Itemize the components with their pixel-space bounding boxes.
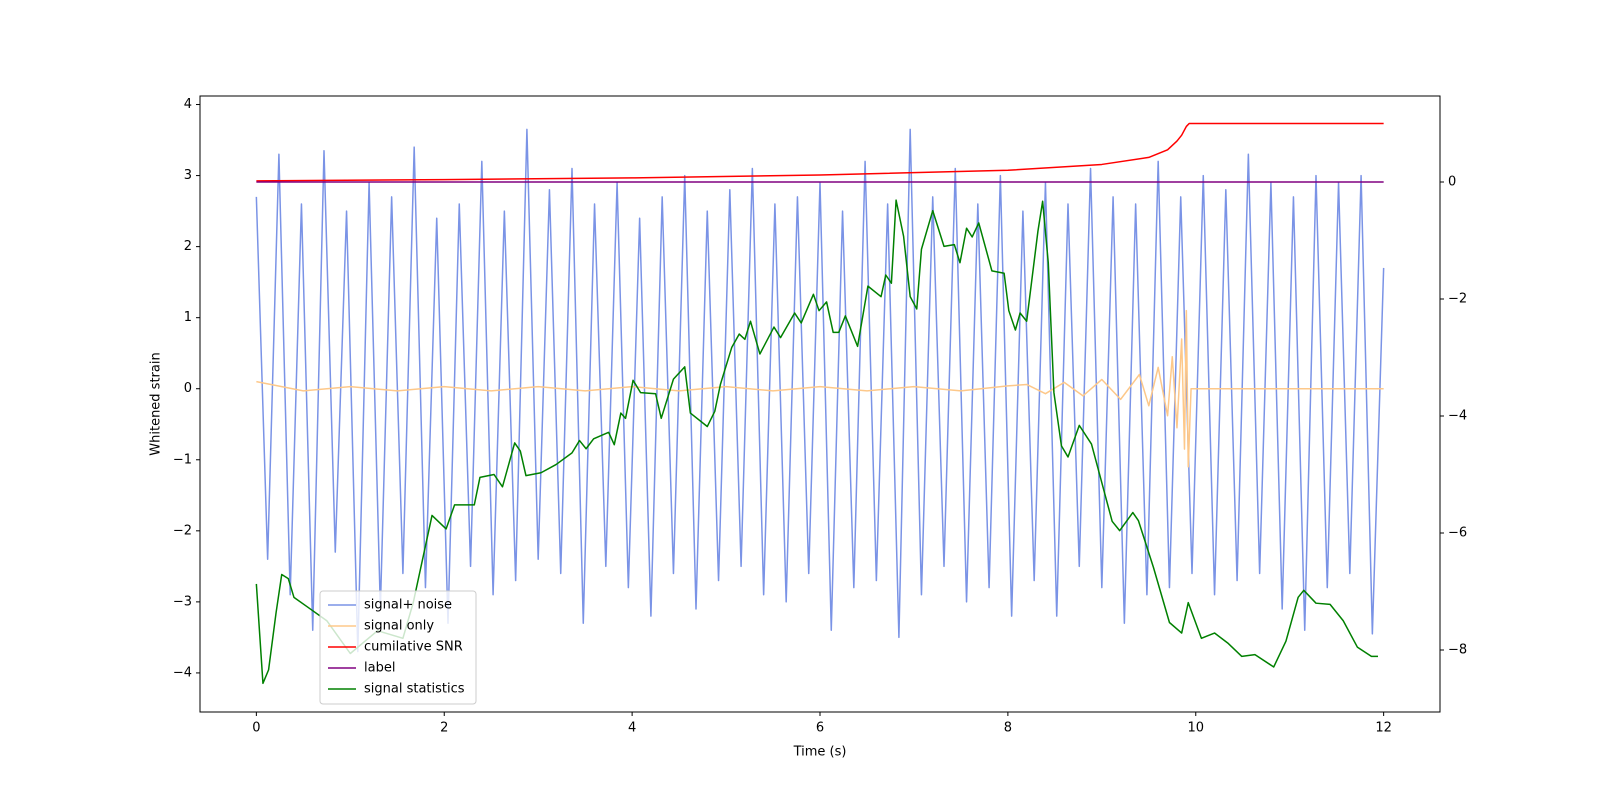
y2-tick-label: −8 (1448, 642, 1467, 657)
legend-box (319, 590, 477, 705)
y-tick-label: 4 (184, 97, 192, 112)
legend-label: label (364, 661, 395, 676)
x-tick-label: 4 (628, 721, 636, 736)
x-tick-label: 6 (816, 721, 824, 736)
y-tick-label: −4 (173, 665, 192, 680)
y-tick-label: −3 (173, 594, 192, 609)
legend-label: signal statistics (364, 682, 465, 697)
y-tick-label: −2 (173, 523, 192, 538)
x-tick-label: 10 (1187, 721, 1204, 736)
x-tick-label: 8 (1004, 721, 1012, 736)
y-axis-label: Whitened strain (149, 352, 164, 455)
series-line (256, 122, 1384, 182)
legend-label: signal only (364, 619, 434, 634)
y2-tick-label: 0 (1448, 174, 1456, 189)
plot-area (255, 122, 1385, 685)
y-tick-label: 3 (184, 168, 192, 183)
legend-label: signal+ noise (364, 598, 452, 613)
x-axis-label: Time (s) (793, 745, 847, 760)
series-line (255, 128, 1385, 653)
legend: signal+ noise signal only cumilative SNR la… (319, 590, 477, 705)
series-line (255, 199, 1378, 685)
y-tick-label: 1 (184, 310, 192, 325)
series-line (256, 309, 1384, 468)
y-tick-label: 2 (184, 239, 192, 254)
y2-tick-label: −6 (1448, 525, 1467, 540)
x-tick-label: 2 (440, 721, 448, 736)
y2-tick-label: −4 (1448, 408, 1467, 423)
y2-tick-label: −2 (1448, 291, 1467, 306)
y-tick-label: 0 (184, 381, 192, 396)
legend-label: cumilative SNR (364, 640, 463, 655)
x-tick-label: 0 (252, 721, 260, 736)
x-tick-label: 12 (1375, 721, 1392, 736)
y-tick-label: −1 (173, 452, 192, 467)
